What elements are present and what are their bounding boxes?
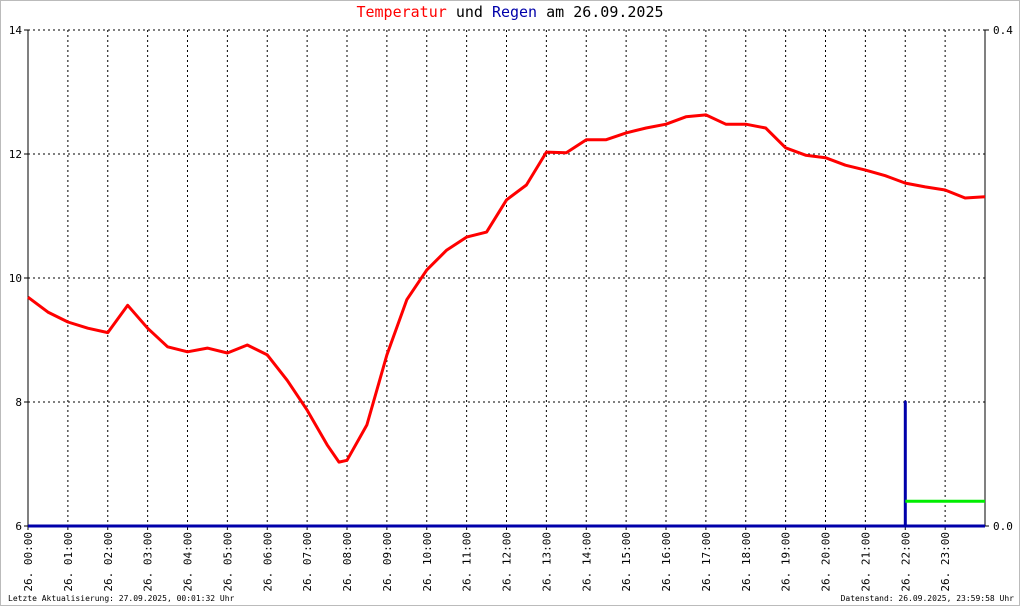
x-tick-label: 26. 08:00 [341, 532, 354, 592]
x-tick-label: 26. 06:00 [261, 532, 274, 592]
y-tick-label: 8 [15, 396, 22, 409]
title-rain: Regen [492, 3, 537, 21]
title-and: und [456, 3, 483, 21]
y-tick-label: 12 [9, 148, 22, 161]
x-tick-label: 26. 11:00 [461, 532, 474, 592]
x-tick-label: 26. 01:00 [62, 532, 75, 592]
y-tick-label: 14 [9, 24, 23, 37]
x-tick-label: 26. 00:00 [22, 532, 35, 592]
x-tick-label: 26. 16:00 [660, 532, 673, 592]
x-tick-label: 26. 09:00 [381, 532, 394, 592]
x-tick-label: 26. 23:00 [939, 532, 952, 592]
x-tick-label: 26. 13:00 [540, 532, 553, 592]
y-tick-label: 10 [9, 272, 22, 285]
x-tick-label: 26. 18:00 [740, 532, 753, 592]
series-line [27, 113, 986, 464]
x-tick-label: 26. 04:00 [182, 532, 195, 592]
series-line [28, 400, 985, 528]
x-tick-label: 26. 03:00 [142, 532, 155, 592]
x-tick-label: 26. 12:00 [501, 532, 514, 592]
footer-left: Letzte Aktualisierung: 27.09.2025, 00:01… [8, 594, 235, 603]
x-tick-label: 26. 02:00 [102, 532, 115, 592]
y2-tick-label: 0.0 [993, 520, 1013, 533]
x-tick-label: 26. 07:00 [301, 532, 314, 592]
x-tick-label: 26. 14:00 [580, 532, 593, 592]
x-tick-label: 26. 22:00 [899, 532, 912, 592]
chart-title: Temperatur und Regen am 26.09.2025 [356, 3, 663, 21]
x-tick-label: 26. 15:00 [620, 532, 633, 592]
footer-right: Datenstand: 26.09.2025, 23:59:58 Uhr [841, 594, 1015, 603]
x-tick-label: 26. 21:00 [859, 532, 872, 592]
title-date: am 26.09.2025 [546, 3, 663, 21]
x-tick-label: 26. 20:00 [820, 532, 833, 592]
y-tick-label: 6 [15, 520, 22, 533]
x-tick-label: 26. 10:00 [421, 532, 434, 592]
x-tick-label: 26. 17:00 [700, 532, 713, 592]
title-temp: Temperatur [356, 3, 446, 21]
y2-tick-label: 0.4 [993, 24, 1013, 37]
x-tick-label: 26. 05:00 [221, 532, 234, 592]
x-tick-label: 26. 19:00 [780, 532, 793, 592]
